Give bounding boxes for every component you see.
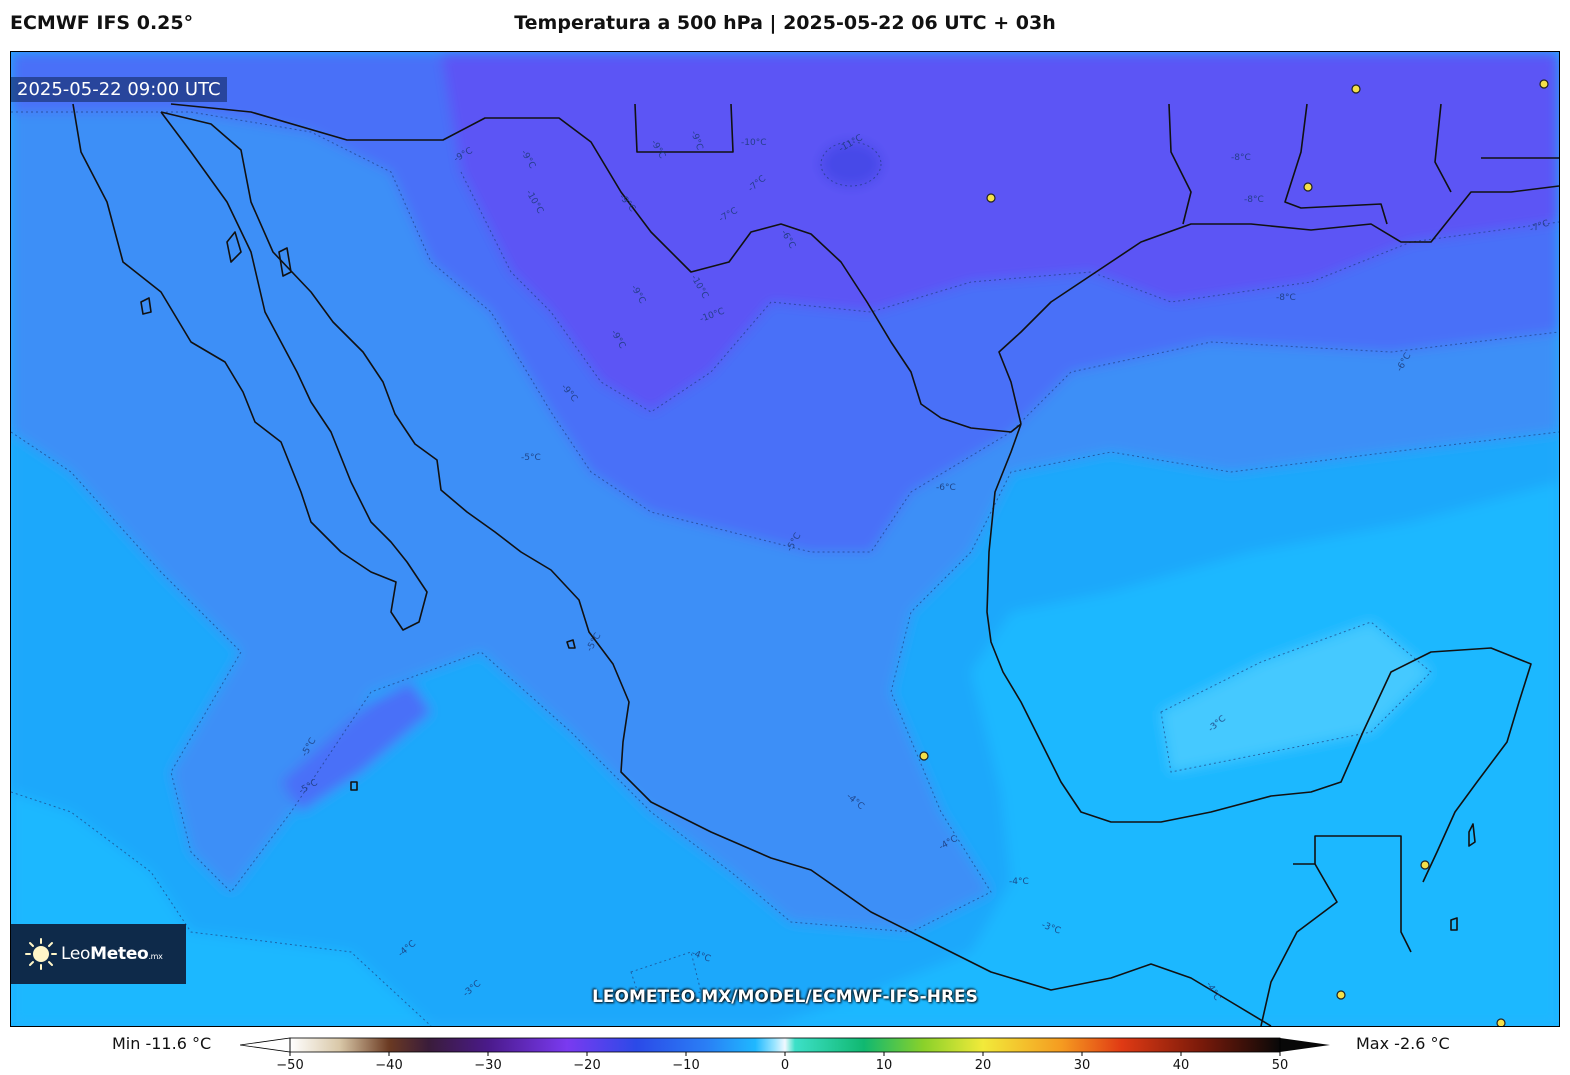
- colorbar-tick-label: 20: [974, 1058, 992, 1073]
- map-panel[interactable]: -11°C -10°C -10°C -10°C -10°C -9°C -9°C -9°C -9°…: [10, 51, 1560, 1027]
- colorbar-gradient: [290, 1038, 1280, 1052]
- colorbar-tick-label: −50: [276, 1058, 304, 1073]
- map-title: Temperatura a 500 hPa | 2025-05-22 06 UT…: [514, 12, 1056, 34]
- city-marker[interactable]: [986, 193, 996, 203]
- source-watermark[interactable]: LEOMETEO.MX/MODEL/ECMWF-IFS-HRES: [592, 987, 978, 1007]
- colorbar-tick-label: 10: [875, 1058, 893, 1073]
- coastlines: [72, 103, 1559, 1026]
- city-marker[interactable]: [1351, 84, 1361, 94]
- colorbar-tick-label: −40: [375, 1058, 403, 1073]
- city-marker[interactable]: [1539, 79, 1549, 89]
- sun-icon: [25, 938, 57, 970]
- colorbar-tick-label: −10: [672, 1058, 700, 1073]
- city-marker[interactable]: [1420, 860, 1430, 870]
- colorbar-tick-label: −30: [474, 1058, 502, 1073]
- colorbar-tick-label: −20: [573, 1058, 601, 1073]
- logo-text: LeoMeteo.mx: [61, 944, 163, 964]
- colorbar-max-extend: [1280, 1038, 1330, 1052]
- contour-label: -6°C: [936, 483, 956, 493]
- colorbar-min-extend: [239, 1037, 291, 1053]
- min-label: Min -11.6 °C: [112, 1034, 212, 1053]
- temperature-field: [11, 52, 1559, 1026]
- city-markers: [919, 79, 1549, 1026]
- city-marker[interactable]: [1336, 990, 1346, 1000]
- contour-label: -8°C: [1244, 195, 1264, 205]
- valid-time-badge: 2025-05-22 09:00 UTC: [11, 77, 227, 102]
- leometeo-logo[interactable]: LeoMeteo.mx: [11, 924, 186, 984]
- city-marker[interactable]: [1303, 182, 1313, 192]
- city-marker[interactable]: [1496, 1018, 1506, 1026]
- temperature-map: -11°C-10°C-10°C-10°C-10°C-9°C -9°C -9°C -9°…: [11, 52, 1559, 1026]
- colorbar-scale: [239, 1037, 1330, 1056]
- colorbar-tick-label: 50: [1271, 1058, 1289, 1073]
- contour-label: -8°C: [1276, 293, 1296, 303]
- contour-label: -10°C: [741, 138, 766, 148]
- isotherms: [11, 111, 1559, 1026]
- model-name: ECMWF IFS 0.25°: [10, 12, 194, 34]
- contour-label: -4°C: [1009, 877, 1029, 887]
- colorbar: [239, 1036, 1330, 1060]
- colorbar-tick-label: 0: [780, 1058, 790, 1073]
- contour-label: -5°C: [521, 453, 541, 463]
- contour-label: -8°C: [1231, 153, 1251, 163]
- colorbar-tick-label: 30: [1073, 1058, 1091, 1073]
- city-marker[interactable]: [919, 751, 929, 761]
- max-label: Max -2.6 °C: [1356, 1034, 1450, 1053]
- colorbar-tick-label: 40: [1172, 1058, 1190, 1073]
